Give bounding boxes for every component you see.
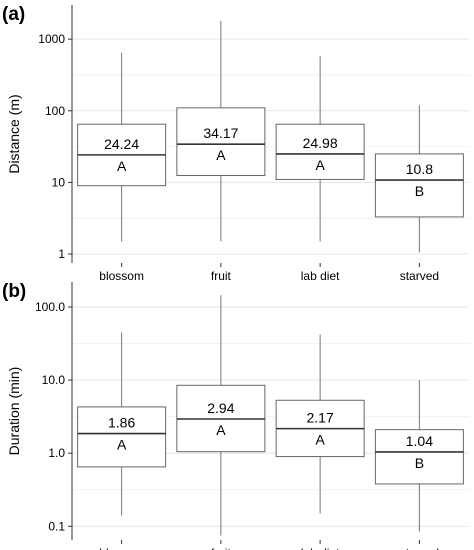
box-starved — [374, 429, 464, 485]
group-label: A — [216, 147, 226, 163]
y-tick-label: 1 — [58, 247, 65, 261]
y-tick-label: 100.0 — [35, 300, 65, 314]
group-label: A — [315, 157, 325, 173]
x-tick-label: fruit — [211, 546, 232, 550]
y-tick-label: 10 — [52, 175, 66, 189]
x-tick-label: blossom — [99, 269, 144, 283]
box-blossom — [77, 406, 167, 468]
y-axis-label: Duration (min) — [6, 367, 22, 456]
y-tick-label: 0.1 — [48, 519, 65, 533]
y-tick-label: 1000 — [38, 32, 65, 46]
panel-label: (a) — [2, 4, 25, 25]
median-label: 1.86 — [108, 415, 135, 431]
y-tick-label: 10.0 — [42, 373, 66, 387]
x-tick-label: starved — [400, 546, 439, 550]
group-label: A — [117, 158, 127, 174]
median-label: 24.98 — [303, 135, 338, 151]
median-label: 24.24 — [104, 136, 139, 152]
group-label: A — [117, 437, 127, 453]
box-fruit — [176, 107, 266, 176]
x-tick-label: lab diet — [301, 269, 340, 283]
median-label: 10.8 — [406, 161, 433, 177]
y-tick-label: 100 — [45, 104, 65, 118]
group-label: B — [415, 183, 424, 199]
panel-label: (b) — [2, 281, 26, 302]
y-axis-label: Distance (m) — [6, 94, 22, 173]
x-tick-label: lab diet — [301, 546, 340, 550]
median-label: 2.94 — [207, 400, 234, 416]
group-label: B — [415, 455, 424, 471]
x-tick-label: starved — [400, 269, 439, 283]
y-tick-label: 1.0 — [48, 446, 65, 460]
box-starved — [374, 153, 464, 218]
box-lab-diet — [275, 123, 365, 180]
x-tick-label: blossom — [99, 546, 144, 550]
group-label: A — [216, 422, 226, 438]
median-label: 2.17 — [307, 410, 334, 426]
group-label: A — [315, 432, 325, 448]
median-label: 1.04 — [406, 433, 433, 449]
median-label: 34.17 — [203, 125, 238, 141]
x-tick-label: fruit — [211, 269, 232, 283]
